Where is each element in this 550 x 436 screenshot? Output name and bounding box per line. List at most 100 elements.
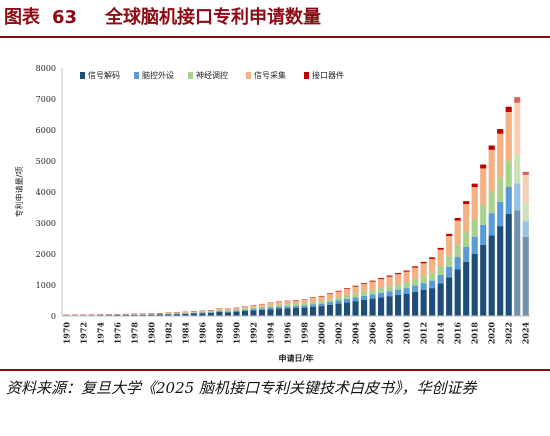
bar-segment: [471, 219, 478, 237]
bar-segment: [182, 311, 189, 313]
bar-segment: [403, 282, 410, 289]
bar-segment: [275, 304, 283, 307]
bar-segment: [326, 302, 334, 305]
bar-segment: [395, 289, 402, 295]
bar-segment: [241, 308, 249, 310]
bar-segment: [224, 310, 231, 312]
bar-segment: [412, 266, 419, 268]
bar-segment: [148, 314, 155, 316]
source-rule: [0, 369, 550, 371]
bar-segment: [326, 293, 334, 294]
bar-segment: [318, 296, 325, 302]
bar-segment: [505, 160, 512, 188]
bar-segment: [216, 308, 223, 311]
x-tick-label: 1986: [197, 322, 207, 345]
bar-segment: [412, 267, 419, 280]
bar-segment: [309, 306, 317, 316]
x-tick-label: 2022: [504, 322, 514, 344]
bar-segment: [361, 299, 368, 316]
bar-segment: [165, 314, 172, 316]
bar-segment: [446, 233, 453, 237]
bar-segment: [343, 289, 351, 296]
legend: 信号解码 脑控外设 神经调控 信号采集 接口器件: [80, 70, 344, 80]
bar-segment: [309, 297, 317, 303]
x-tick-label: 1982: [163, 322, 173, 344]
bar-segment: [395, 273, 402, 275]
bar-segment: [369, 298, 376, 316]
bar-segment: [267, 307, 274, 310]
bar-segment: [505, 187, 512, 214]
bar-segment: [395, 274, 402, 285]
y-tick-label: 2000: [36, 250, 56, 259]
bar-segment: [284, 304, 291, 307]
bar-segment: [514, 102, 521, 156]
bar-segment: [233, 311, 240, 316]
x-tick-label: 1990: [231, 322, 241, 345]
x-tick-label: 2000: [317, 322, 327, 345]
bar-segment: [437, 266, 444, 275]
bar-segment: [403, 271, 410, 283]
bar-segment: [216, 311, 223, 316]
legend-label: 接口器件: [312, 70, 344, 80]
bar-segment: [250, 309, 257, 311]
bar-segment: [275, 301, 283, 305]
bar-segment: [190, 313, 197, 316]
y-tick-label: 8000: [36, 64, 56, 73]
bar-segment: [318, 301, 325, 304]
bar-segment: [343, 288, 351, 290]
bar-segment: [326, 293, 334, 300]
x-tick-label: 2020: [487, 322, 497, 345]
bar-segment: [378, 278, 385, 280]
bar-segment: [471, 183, 478, 188]
bar-segment: [437, 274, 444, 284]
bar-segment: [361, 291, 368, 296]
bar-segment: [190, 312, 197, 314]
bar-segment: [369, 294, 376, 299]
legend-swatch: [188, 72, 193, 79]
bar-segment: [292, 307, 300, 316]
x-tick-label: 2018: [470, 322, 480, 345]
x-tick-label: 1978: [129, 322, 139, 345]
bar-segment: [463, 204, 470, 232]
bar-segment: [471, 254, 478, 316]
bar-segment: [233, 309, 240, 311]
bar-segment: [216, 311, 223, 312]
bar-segment: [369, 281, 376, 290]
bar-segment: [250, 310, 257, 316]
bar-segment: [420, 276, 427, 284]
bar-segment: [343, 298, 351, 303]
bar-segment: [292, 303, 300, 306]
bar-segment: [488, 235, 495, 316]
bar-segment: [199, 313, 206, 316]
legend-label: 神经调控: [196, 70, 228, 80]
bar-segment: [412, 285, 419, 292]
bar-segment: [505, 213, 512, 316]
bar-segment: [224, 311, 231, 313]
bar-segment: [326, 304, 334, 316]
bar-segment: [437, 247, 444, 250]
legend-swatch: [80, 72, 85, 79]
bar-segment: [343, 302, 351, 316]
bar-segment: [378, 288, 385, 293]
bar-segment: [514, 183, 521, 211]
bar-segment: [250, 305, 257, 308]
bar-segment: [480, 164, 487, 169]
bar-segment: [446, 236, 453, 257]
bars: [63, 97, 529, 316]
x-axis: 1970 1972 1974 1976 1978 1980 1982 1984 1986 1988…: [61, 315, 531, 345]
bar-segment: [522, 221, 529, 237]
bar-segment: [412, 291, 419, 316]
bar-segment: [488, 190, 495, 214]
bar-segment: [429, 257, 436, 259]
bar-segment: [258, 304, 266, 307]
x-tick-label: 1984: [180, 322, 190, 345]
bar-segment: [301, 305, 308, 308]
legend-swatch: [246, 72, 251, 79]
bar-segment: [446, 277, 453, 316]
x-axis-label: 申请日/年: [279, 353, 314, 363]
bar-segment: [139, 314, 146, 316]
bar-segment: [437, 249, 444, 267]
bar-segment: [275, 306, 283, 309]
bar-segment: [361, 283, 368, 285]
bar-segment: [463, 246, 470, 262]
